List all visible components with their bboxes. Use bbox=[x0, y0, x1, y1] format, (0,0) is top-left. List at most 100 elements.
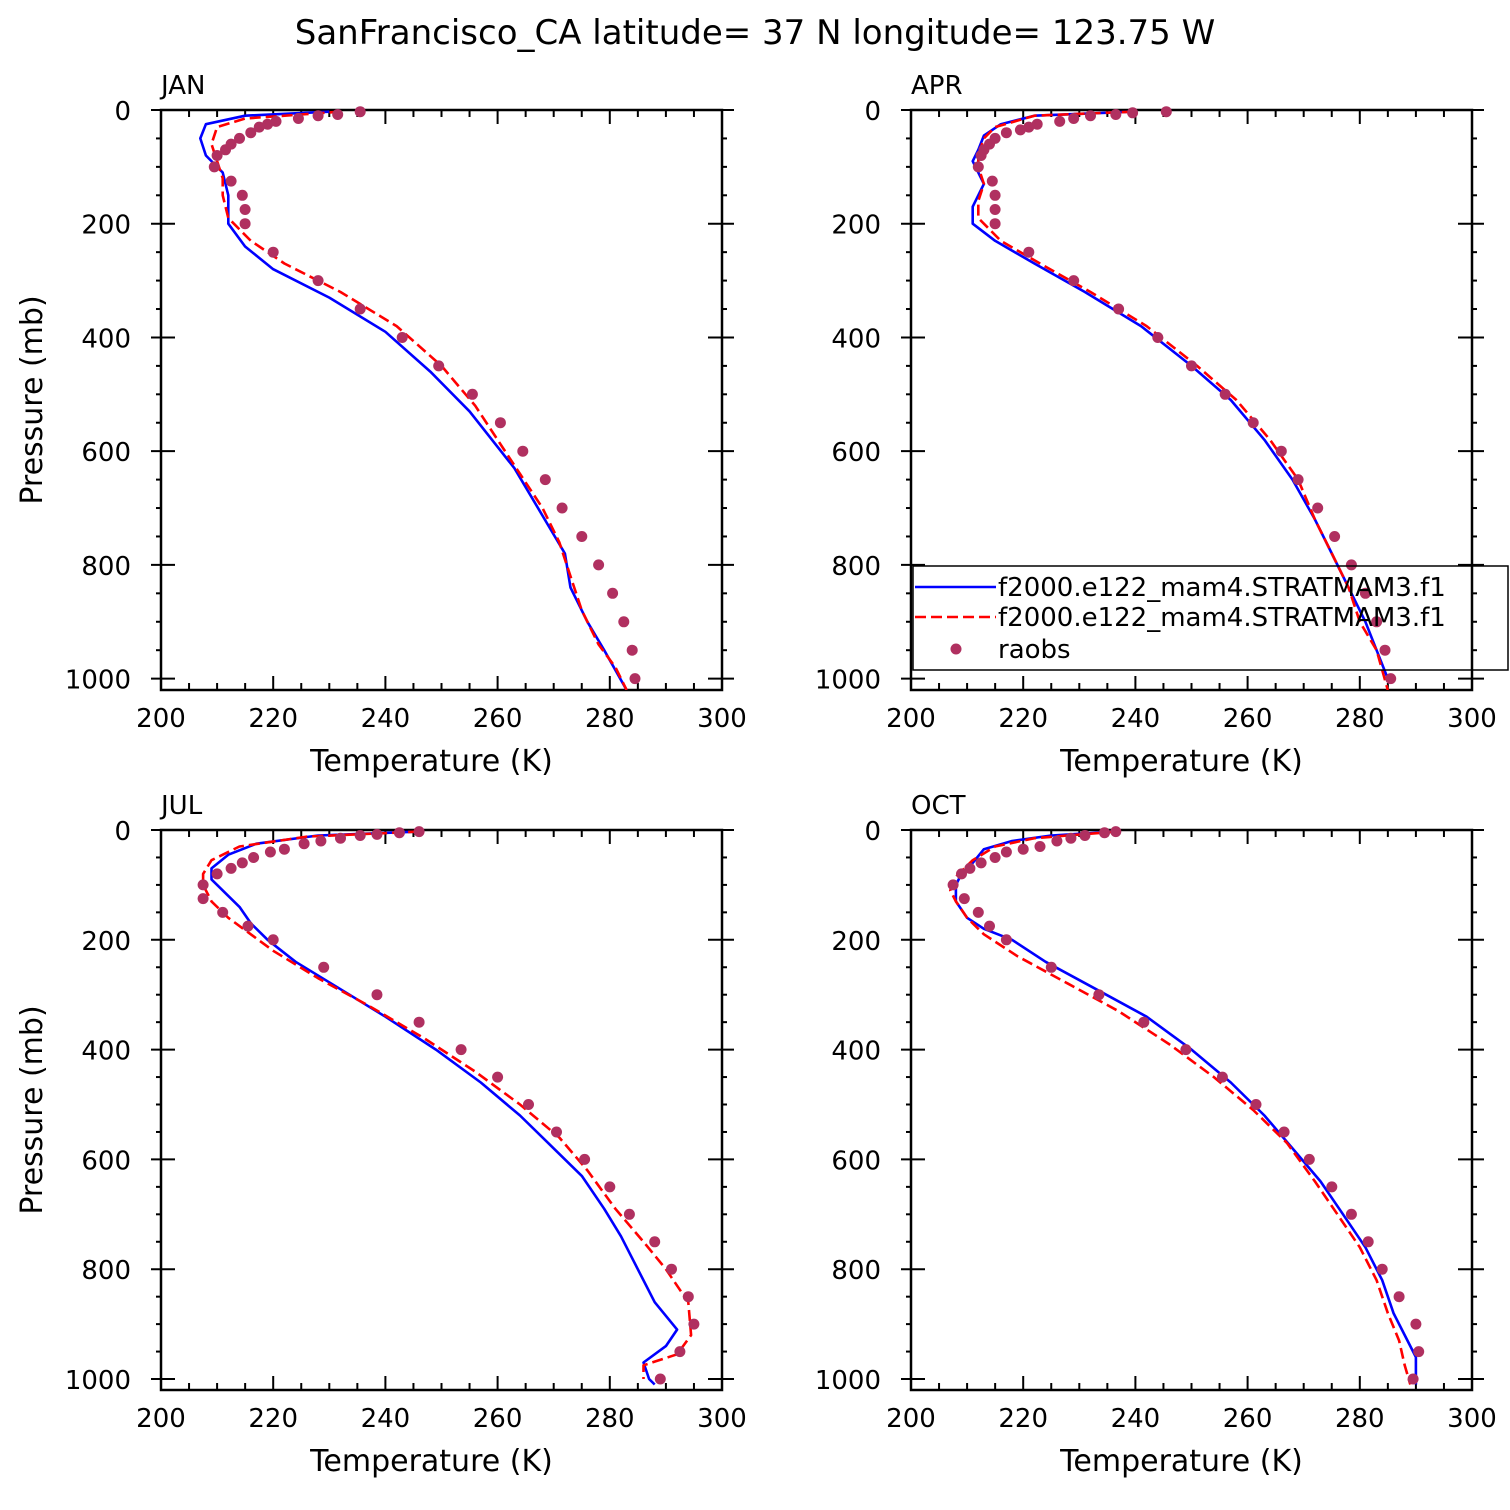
raobs-point bbox=[576, 531, 588, 542]
raobs-point bbox=[1000, 846, 1012, 858]
raobs-point bbox=[225, 862, 237, 874]
model-1-line bbox=[199, 110, 628, 690]
raobs-point bbox=[1312, 502, 1324, 514]
raobs-point bbox=[1250, 1099, 1262, 1110]
raobs-point bbox=[618, 616, 630, 628]
legend-dot bbox=[950, 643, 962, 655]
x-tick-label: 220 bbox=[248, 1404, 298, 1434]
plot-area bbox=[949, 830, 1418, 1385]
raobs-point bbox=[1034, 841, 1046, 852]
x-tick-label: 260 bbox=[1223, 704, 1273, 734]
raobs-point bbox=[682, 1291, 694, 1303]
raobs-point bbox=[1000, 934, 1012, 946]
raobs-point bbox=[1099, 827, 1110, 839]
raobs-point bbox=[1371, 616, 1383, 628]
raobs-point bbox=[413, 1016, 425, 1028]
x-tick-label: 220 bbox=[248, 704, 298, 734]
raobs-point bbox=[1068, 113, 1080, 124]
raobs-point bbox=[989, 204, 1001, 215]
raobs-point bbox=[234, 132, 245, 144]
raobs-point bbox=[1000, 127, 1012, 139]
raobs-point bbox=[1110, 109, 1122, 120]
raobs-point bbox=[494, 417, 506, 429]
raobs-point bbox=[270, 115, 282, 127]
raobs-point bbox=[972, 161, 984, 173]
panel-jul: JUL 200 220 240 260 280 300 0 200 400 600 800 1000 Te… bbox=[15, 791, 747, 1479]
y-tick-label: 200 bbox=[81, 211, 131, 241]
panel-grid: JAN 200 220 240 260 280 300 0 200 400 600 800 1000 Te… bbox=[15, 71, 1509, 1479]
x-tick-label: 240 bbox=[1111, 1404, 1161, 1434]
raobs-point bbox=[1376, 1263, 1388, 1275]
y-tick-label: 200 bbox=[81, 927, 131, 957]
raobs-point bbox=[371, 989, 383, 1001]
raobs-point bbox=[989, 218, 1001, 230]
x-axis-title: Temperature (K) bbox=[309, 1444, 553, 1479]
raobs-point bbox=[517, 445, 529, 457]
raobs-point bbox=[236, 857, 248, 869]
x-tick-label: 280 bbox=[585, 1404, 635, 1434]
raobs-point bbox=[1413, 1346, 1425, 1358]
y-tick-label: 400 bbox=[81, 324, 131, 354]
x-tick-label: 300 bbox=[1447, 704, 1497, 734]
x-axis-title: Temperature (K) bbox=[1059, 744, 1303, 779]
raobs-point bbox=[1410, 1318, 1422, 1330]
raobs-point bbox=[335, 832, 346, 844]
raobs-point bbox=[1292, 474, 1304, 486]
raobs-point bbox=[1379, 644, 1391, 656]
x-tick-label: 220 bbox=[998, 1404, 1048, 1434]
raobs-point bbox=[371, 828, 383, 840]
raobs-point bbox=[975, 857, 987, 869]
raobs-point bbox=[1051, 835, 1063, 847]
y-tick-label: 600 bbox=[831, 438, 881, 468]
raobs-point bbox=[654, 1373, 666, 1385]
panel-oct: OCT 200 220 240 260 280 300 0 200 400 600 800 1000 Te… bbox=[815, 791, 1497, 1479]
raobs-point bbox=[1186, 360, 1197, 372]
raobs-point bbox=[688, 1318, 700, 1330]
raobs-point bbox=[1045, 961, 1057, 973]
plot-area bbox=[201, 830, 693, 1386]
raobs-point bbox=[1014, 124, 1026, 136]
y-tick-label: 600 bbox=[81, 1146, 131, 1176]
raobs-point bbox=[972, 906, 984, 918]
raobs-point bbox=[1303, 1153, 1315, 1165]
y-tick-label: 600 bbox=[81, 438, 131, 468]
x-tick-label: 240 bbox=[1111, 704, 1161, 734]
model-2-line bbox=[949, 830, 1412, 1385]
raobs-point bbox=[208, 161, 220, 173]
y-tick-label: 400 bbox=[831, 1037, 881, 1067]
raobs-point bbox=[1127, 107, 1139, 119]
raobs-point bbox=[666, 1263, 677, 1275]
raobs-point bbox=[253, 121, 265, 133]
raobs-point bbox=[1085, 110, 1096, 122]
raobs-point bbox=[1385, 673, 1397, 685]
raobs-point bbox=[315, 835, 327, 847]
raobs-point bbox=[1219, 388, 1231, 400]
x-tick-label: 280 bbox=[1335, 704, 1385, 734]
x-tick-label: 260 bbox=[1223, 1404, 1273, 1434]
raobs-point bbox=[947, 879, 959, 891]
raobs-point bbox=[1326, 1181, 1338, 1193]
raobs-point bbox=[267, 934, 279, 946]
raobs-point bbox=[989, 852, 1001, 863]
y-tick-label: 0 bbox=[864, 817, 881, 847]
plot-frame bbox=[909, 828, 1474, 1392]
raobs-point bbox=[455, 1044, 467, 1056]
raobs-point bbox=[466, 388, 478, 400]
panel-apr: APR 200 220 240 260 280 300 0 200 400 600 800 1000 Te… bbox=[815, 71, 1509, 779]
y-tick-label: 400 bbox=[81, 1037, 131, 1067]
y-tick-label: 1000 bbox=[815, 666, 881, 696]
raobs-point bbox=[626, 644, 638, 656]
raobs-point bbox=[312, 110, 324, 122]
raobs-point bbox=[1393, 1291, 1405, 1303]
raobs-point bbox=[211, 150, 223, 161]
raobs-point bbox=[393, 827, 405, 839]
plot-area bbox=[199, 110, 628, 690]
raobs-point bbox=[245, 127, 257, 139]
raobs-point bbox=[523, 1099, 534, 1110]
raobs-point bbox=[1110, 826, 1122, 838]
raobs-point bbox=[1216, 1071, 1228, 1083]
raobs-point bbox=[649, 1236, 661, 1248]
raobs-point bbox=[1138, 1016, 1150, 1028]
x-tick-label: 200 bbox=[886, 704, 936, 734]
